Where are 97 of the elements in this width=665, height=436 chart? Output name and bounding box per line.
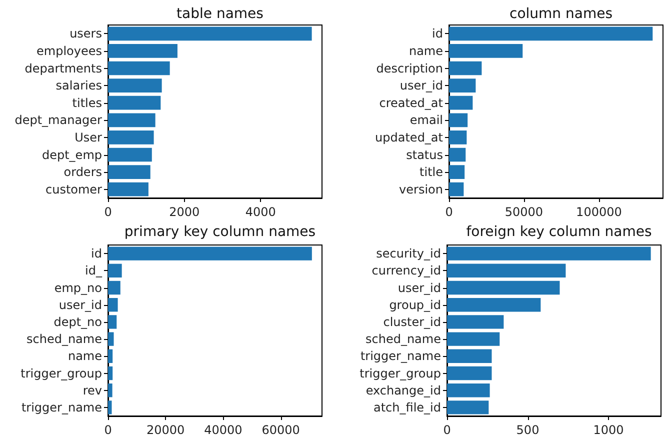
x-tick-label: 4000 — [245, 205, 276, 219]
bar — [108, 44, 178, 58]
y-tick-label: titles — [72, 96, 102, 110]
y-tick-label: rev — [82, 383, 102, 398]
y-tick-label: salaries — [56, 78, 102, 93]
x-tick-label: 20000 — [146, 423, 185, 436]
chart-title: column names — [510, 6, 612, 22]
bar — [449, 96, 473, 110]
x-tick-label: 60000 — [262, 423, 300, 436]
bar — [447, 264, 566, 278]
x-tick-label: 2000 — [169, 205, 200, 219]
x-tick-label: 500 — [516, 423, 540, 436]
y-tick-label: emp_no — [54, 280, 102, 295]
bar — [108, 61, 170, 76]
chart-title: table names — [176, 6, 264, 22]
y-tick-label: id_ — [85, 264, 103, 278]
y-tick-label: departments — [24, 61, 102, 76]
y-tick-label: updated_at — [375, 130, 444, 144]
bar — [108, 182, 148, 196]
y-tick-label: group_id — [389, 298, 441, 312]
bar — [108, 366, 113, 380]
y-tick-label: atch_file_id — [374, 400, 441, 414]
x-tick-label: 0 — [104, 205, 112, 219]
y-tick-label: User — [74, 130, 102, 144]
bar — [447, 366, 492, 380]
y-tick-label: id — [91, 246, 102, 261]
bar — [108, 315, 117, 329]
bar — [449, 148, 466, 162]
bar — [108, 148, 152, 162]
y-tick-label: dept_no — [54, 314, 102, 329]
y-tick-label: users — [70, 26, 102, 41]
y-tick-label: trigger_name — [360, 349, 441, 364]
bar — [108, 113, 156, 128]
y-tick-label: title — [420, 165, 443, 180]
y-tick-label: email — [410, 113, 443, 128]
bar — [108, 130, 154, 144]
bar — [447, 315, 504, 329]
y-tick-label: version — [399, 182, 443, 196]
bar — [108, 78, 162, 92]
y-tick-label: trigger_name — [21, 400, 102, 414]
y-tick-label: employees — [36, 44, 102, 58]
y-tick-label: currency_id — [372, 264, 441, 278]
x-tick-label: 100000 — [576, 205, 622, 219]
y-tick-label: trigger_group — [20, 366, 102, 380]
bar — [108, 332, 114, 346]
bar — [108, 165, 150, 179]
bar — [108, 298, 118, 312]
x-tick-label: 0 — [104, 423, 112, 436]
bar — [449, 113, 468, 128]
bar — [108, 246, 312, 260]
bar — [449, 44, 523, 58]
bar — [108, 26, 312, 41]
x-tick-label: 1000 — [593, 423, 624, 436]
y-tick-label: security_id — [376, 246, 441, 261]
y-tick-label: customer — [45, 182, 102, 196]
bar — [449, 26, 653, 41]
bar — [447, 384, 490, 398]
x-tick-label: 0 — [443, 423, 451, 436]
chart-title: primary key column names — [124, 224, 316, 240]
bar — [447, 280, 560, 295]
y-tick-label: user_id — [400, 78, 443, 93]
y-tick-label: exchange_id — [366, 383, 441, 398]
y-tick-label: sched_name — [26, 332, 102, 346]
x-tick-label: 0 — [445, 205, 453, 219]
bar — [447, 349, 492, 363]
chart-title: foreign key column names — [466, 224, 652, 240]
y-tick-label: orders — [64, 165, 102, 180]
bar — [449, 78, 476, 92]
y-tick-label: id — [432, 26, 443, 41]
y-tick-label: name — [408, 44, 443, 58]
bar — [447, 332, 500, 346]
x-tick-label: 50000 — [504, 205, 544, 219]
bar — [449, 61, 482, 76]
bar — [108, 349, 113, 363]
x-tick-label: 40000 — [204, 423, 242, 436]
y-tick-label: user_id — [58, 298, 102, 312]
bar — [447, 400, 489, 414]
y-tick-label: dept_manager — [14, 113, 102, 128]
y-tick-label: description — [376, 61, 443, 76]
y-tick-label: name — [68, 349, 102, 364]
y-tick-label: status — [406, 148, 443, 162]
bar — [108, 384, 112, 398]
y-tick-label: created_at — [379, 96, 444, 110]
bar — [449, 182, 464, 196]
bar — [449, 130, 467, 144]
bar — [108, 400, 112, 414]
bar — [108, 264, 122, 278]
bar — [108, 280, 120, 295]
bar — [447, 246, 651, 260]
bar — [449, 165, 465, 179]
bar — [108, 96, 161, 110]
y-tick-label: sched_name — [366, 332, 441, 346]
y-tick-label: dept_emp — [42, 148, 102, 162]
y-tick-label: trigger_group — [360, 366, 441, 380]
y-tick-label: cluster_id — [383, 314, 441, 329]
bar — [447, 298, 541, 312]
y-tick-label: user_id — [398, 280, 441, 295]
